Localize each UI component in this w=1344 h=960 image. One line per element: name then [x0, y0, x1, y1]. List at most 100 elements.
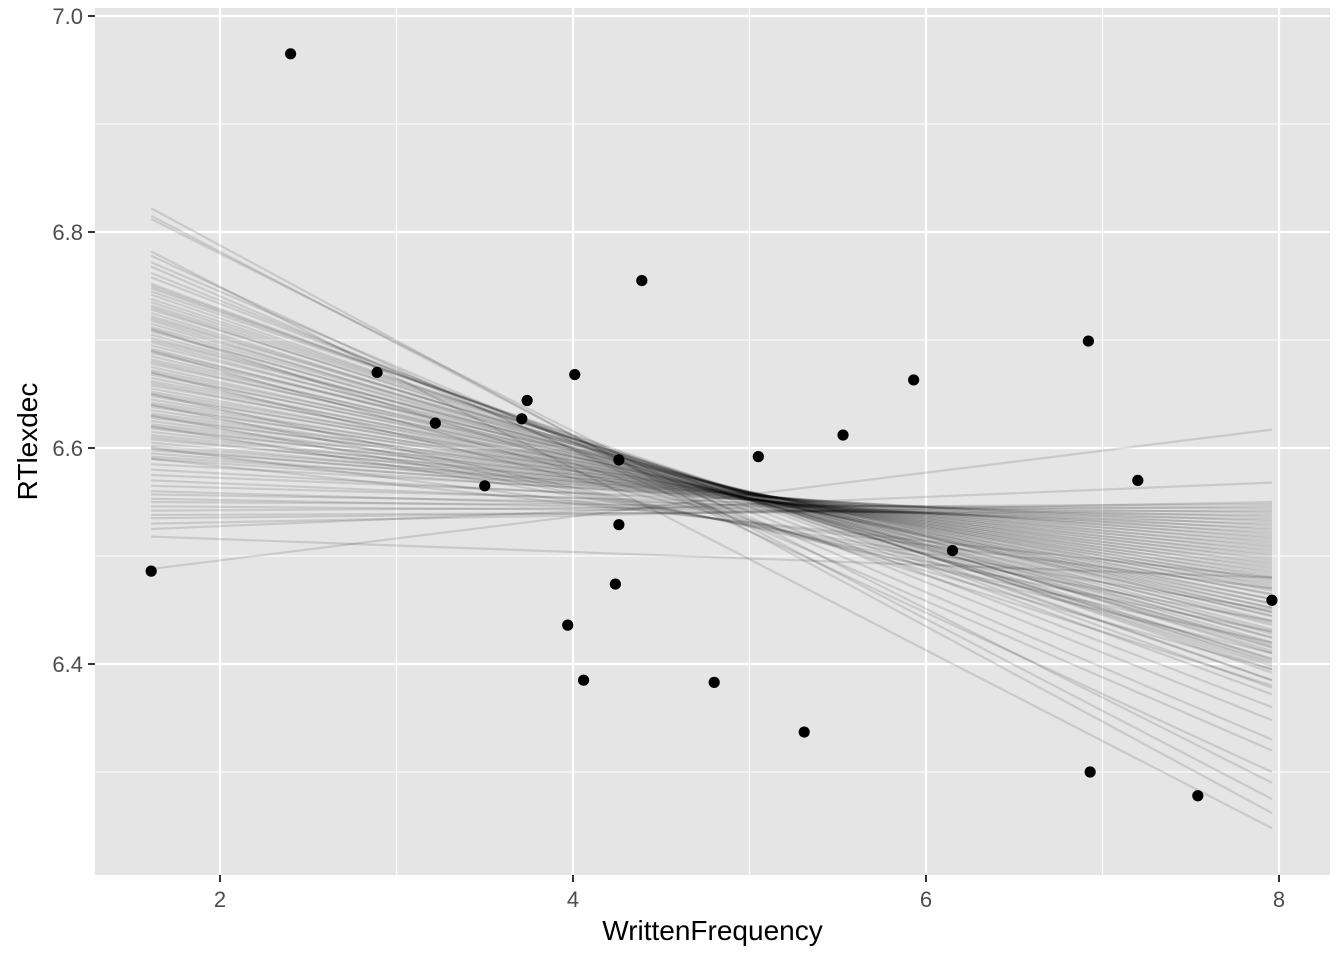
- data-point: [752, 451, 764, 463]
- data-point: [708, 676, 720, 688]
- regression-line: [150, 379, 1273, 592]
- regression-line: [150, 276, 1273, 709]
- x-tick-label: 6: [920, 887, 932, 912]
- regression-line: [150, 308, 1273, 655]
- x-tick-label: 2: [214, 887, 226, 912]
- regression-line: [150, 290, 1273, 674]
- data-point: [636, 275, 648, 287]
- regression-line: [151, 433, 1273, 549]
- data-point: [1132, 474, 1144, 486]
- regression-line: [151, 457, 1273, 538]
- regression-line: [150, 322, 1273, 644]
- regression-line: [151, 455, 1273, 532]
- regression-line: [150, 282, 1273, 696]
- regression-line: [151, 505, 1272, 520]
- regression-line: [151, 452, 1273, 542]
- regression-line: [150, 384, 1273, 588]
- x-axis-title: WrittenFrequency: [602, 915, 822, 946]
- regression-lines: [150, 207, 1273, 830]
- regression-line: [151, 425, 1273, 564]
- regression-line: [151, 500, 1272, 525]
- data-point: [613, 454, 625, 466]
- regression-line: [150, 395, 1273, 579]
- regression-line: [150, 306, 1273, 668]
- regression-line: [150, 254, 1273, 773]
- regression-line: [151, 473, 1272, 523]
- regression-line: [150, 272, 1273, 722]
- regression-line: [150, 392, 1273, 590]
- data-point: [516, 413, 528, 425]
- regression-line: [150, 214, 1273, 800]
- regression-line: [150, 218, 1273, 784]
- regression-line: [151, 409, 1273, 577]
- regression-line: [151, 412, 1273, 566]
- data-point: [285, 48, 297, 60]
- data-point: [946, 545, 959, 557]
- data-point: [609, 578, 621, 590]
- regression-line: [150, 373, 1273, 596]
- data-points: [145, 48, 1278, 802]
- regression-line: [151, 468, 1273, 534]
- regression-line: [150, 344, 1273, 622]
- regression-line: [150, 382, 1273, 601]
- regression-line: [150, 311, 1273, 663]
- regression-line: [150, 376, 1273, 605]
- y-tick-label: 6.8: [52, 220, 83, 245]
- regression-line: [150, 333, 1273, 646]
- data-point: [479, 480, 491, 492]
- regression-line: [151, 500, 1272, 510]
- regression-line: [150, 360, 1273, 617]
- regression-line: [150, 287, 1273, 682]
- regression-line: [150, 355, 1273, 625]
- regression-line: [151, 436, 1273, 555]
- regression-line: [150, 261, 1273, 741]
- regression-line: [150, 414, 1273, 622]
- regression-line: [151, 497, 1272, 521]
- regression-line: [151, 405, 1273, 571]
- regression-line: [150, 398, 1273, 586]
- data-point: [798, 726, 810, 738]
- regression-line: [150, 336, 1273, 631]
- regression-line: [150, 328, 1273, 687]
- regression-line: [150, 358, 1273, 609]
- regression-line: [151, 444, 1273, 540]
- regression-line: [151, 446, 1273, 547]
- regression-line: [150, 392, 1273, 644]
- regression-line: [151, 484, 1272, 519]
- data-point: [569, 368, 581, 381]
- y-tick-label: 6.4: [52, 652, 83, 677]
- regression-line: [150, 284, 1273, 689]
- data-point: [521, 394, 533, 407]
- regression-line: [151, 428, 1273, 571]
- regression-line: [151, 493, 1272, 514]
- minor-gridlines: [95, 8, 1330, 875]
- regression-line: [150, 371, 1273, 655]
- data-point: [837, 429, 849, 441]
- regression-line: [150, 347, 1273, 633]
- y-tick-label: 7.0: [52, 4, 83, 29]
- y-axis-title: RTlexdec: [12, 383, 43, 501]
- regression-line: [150, 390, 1273, 584]
- regression-line: [151, 490, 1272, 525]
- y-axis: 6.4 6.6 6.8 7.0: [52, 4, 95, 677]
- regression-line: [150, 315, 1273, 653]
- regression-line: [151, 535, 1272, 579]
- regression-line: [151, 505, 1272, 517]
- regression-line: [150, 319, 1273, 660]
- regression-line: [150, 351, 1273, 614]
- regression-line: [150, 330, 1273, 635]
- regression-line: [150, 362, 1273, 605]
- regression-line: [151, 446, 1273, 590]
- regression-line: [151, 441, 1273, 551]
- regression-line: [151, 438, 1273, 545]
- regression-line: [150, 328, 1273, 649]
- regression-line: [151, 423, 1273, 558]
- regression-line: [151, 481, 1272, 531]
- regression-line: [150, 317, 1273, 648]
- major-gridlines: [95, 8, 1330, 875]
- regression-line: [150, 349, 1273, 671]
- regression-line: [150, 403, 1273, 633]
- data-point: [371, 366, 383, 378]
- regression-line: [150, 371, 1273, 609]
